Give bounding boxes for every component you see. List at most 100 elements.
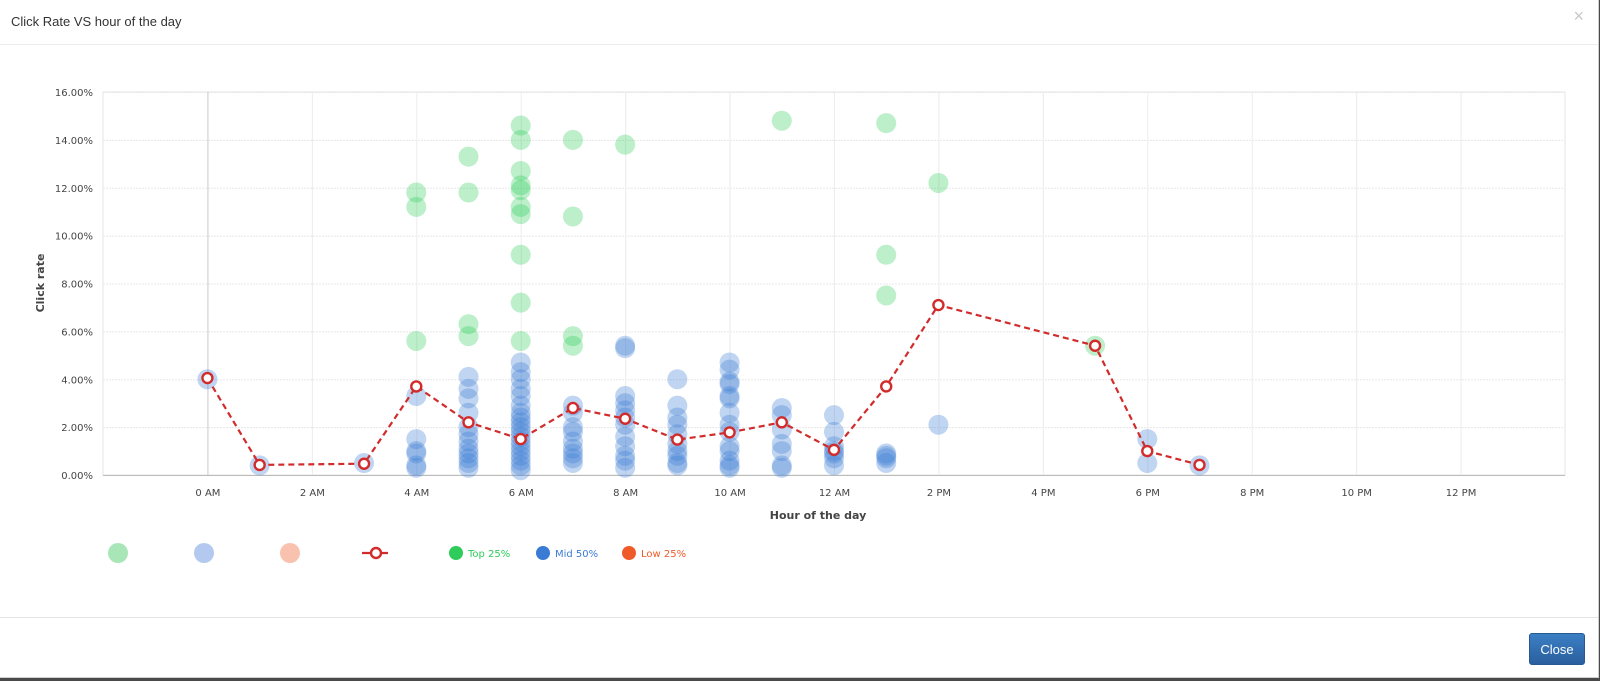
average-point [514,432,527,446]
mid-bubble [510,395,531,416]
average-point [253,458,266,472]
y-tick-label: 16.00% [55,88,93,99]
mid-bubble [771,457,792,478]
mid-bubble [771,441,792,462]
x-tick-label: 0 AM [195,488,220,499]
mid-50-bubble-icon [194,543,214,563]
y-tick-label: 8.00% [61,280,93,291]
mid-bubble [824,421,844,442]
mid-bubble [510,378,531,399]
mid-bubble [719,457,740,478]
average-point [410,380,423,393]
top-bubble [928,172,949,193]
x-tick-label: 4 PM [1031,488,1055,499]
mid-bubble [876,443,897,464]
x-tick-label: 8 PM [1240,488,1264,499]
mid-bubble [615,335,636,356]
mid-bubble [719,441,740,462]
x-tick-label: 10 AM [714,488,745,499]
mid-bubble [458,448,479,469]
x-tick-label: 12 PM [1446,488,1477,499]
legend-swatch [622,546,636,560]
mid-bubble [667,395,688,416]
y-tick-label: 2.00% [61,423,93,434]
mid-bubble [719,402,740,423]
mid-bubble [615,445,636,466]
average-point [827,443,841,457]
top-bubble [458,314,479,335]
mid-bubble [615,457,636,478]
top-bubble [510,160,531,181]
mid-bubble [667,369,688,390]
top-bubble [562,326,583,347]
click-rate-chart: 0.00% 2.00% 4.00% 6.00% 8.00% 10.00% 12.00% 14.… [34,88,1566,563]
average-point [671,433,684,446]
x-tick-label: 6 PM [1136,488,1160,499]
top-bubble [562,335,583,356]
x-tick-label: 6 AM [509,488,534,499]
mid-bubble [562,421,583,442]
top-bubble [876,244,897,265]
mid-bubble [510,445,531,466]
mid-bubble [458,424,479,445]
top-bubble [406,182,427,203]
mid-bubble [458,453,479,474]
mid-bubble [406,429,427,450]
x-tick-label: 12 AM [819,488,850,499]
top-bubble [510,129,531,150]
average-point [618,412,632,425]
mid-bubble [510,412,531,433]
x-tick-label: 10 PM [1341,488,1372,499]
mid-bubble [562,431,583,452]
average-point [723,426,736,439]
mid-bubble [667,453,688,474]
mid-bubble [719,455,740,476]
top-bubble [510,204,531,225]
legend-label: Mid 50% [555,549,598,560]
average-line [201,298,1206,472]
modal-title: Click Rate VS hour of the day [11,14,182,29]
mid-bubble [876,448,897,469]
top-25-bubble-icon [108,543,128,563]
top-bubble [510,292,531,313]
average-point [932,298,945,312]
mid-bubble [667,445,688,466]
mid-bubble [667,441,688,462]
close-icon[interactable]: × [1573,6,1584,26]
legend: Top 25% Mid 50% Low 25% [108,543,686,563]
mid-bubble [719,374,740,395]
mid-bubble [824,455,844,476]
x-tick-label: 4 AM [404,488,429,499]
y-tick-label: 4.00% [61,375,93,386]
mid-bubble [562,448,583,469]
average-point [357,457,371,470]
grid-lines [102,91,1566,476]
average-point [1141,444,1154,458]
mid-bubble [406,443,427,464]
average-point [566,401,580,415]
x-tick-label: 2 PM [927,488,951,499]
mid-bubble [562,453,583,474]
mid-bubble [876,445,897,466]
legend-swatch [536,546,550,560]
low-25-bubble-icon [280,543,300,563]
mid-bubble [719,450,740,471]
top-bubble [510,180,531,201]
close-button[interactable]: Close [1529,633,1585,665]
top-bubble [406,196,427,217]
chart-area: 0.00% 2.00% 4.00% 6.00% 8.00% 10.00% 12.00% 14.… [0,45,1598,615]
mid-bubble [406,457,427,478]
mid-bubble [771,397,792,418]
mid-bubble [1137,453,1158,474]
mid-bubble [719,388,740,409]
average-point [775,416,788,429]
mid-bubble [406,441,427,462]
mid-bubble [824,405,844,426]
mid-bubble [510,441,531,462]
bubbles [197,110,1210,481]
top-bubble [458,326,479,347]
mid-bubble [615,386,636,407]
mid-bubble [615,426,636,447]
average-line-path [206,303,1200,467]
mid-bubble [458,443,479,464]
